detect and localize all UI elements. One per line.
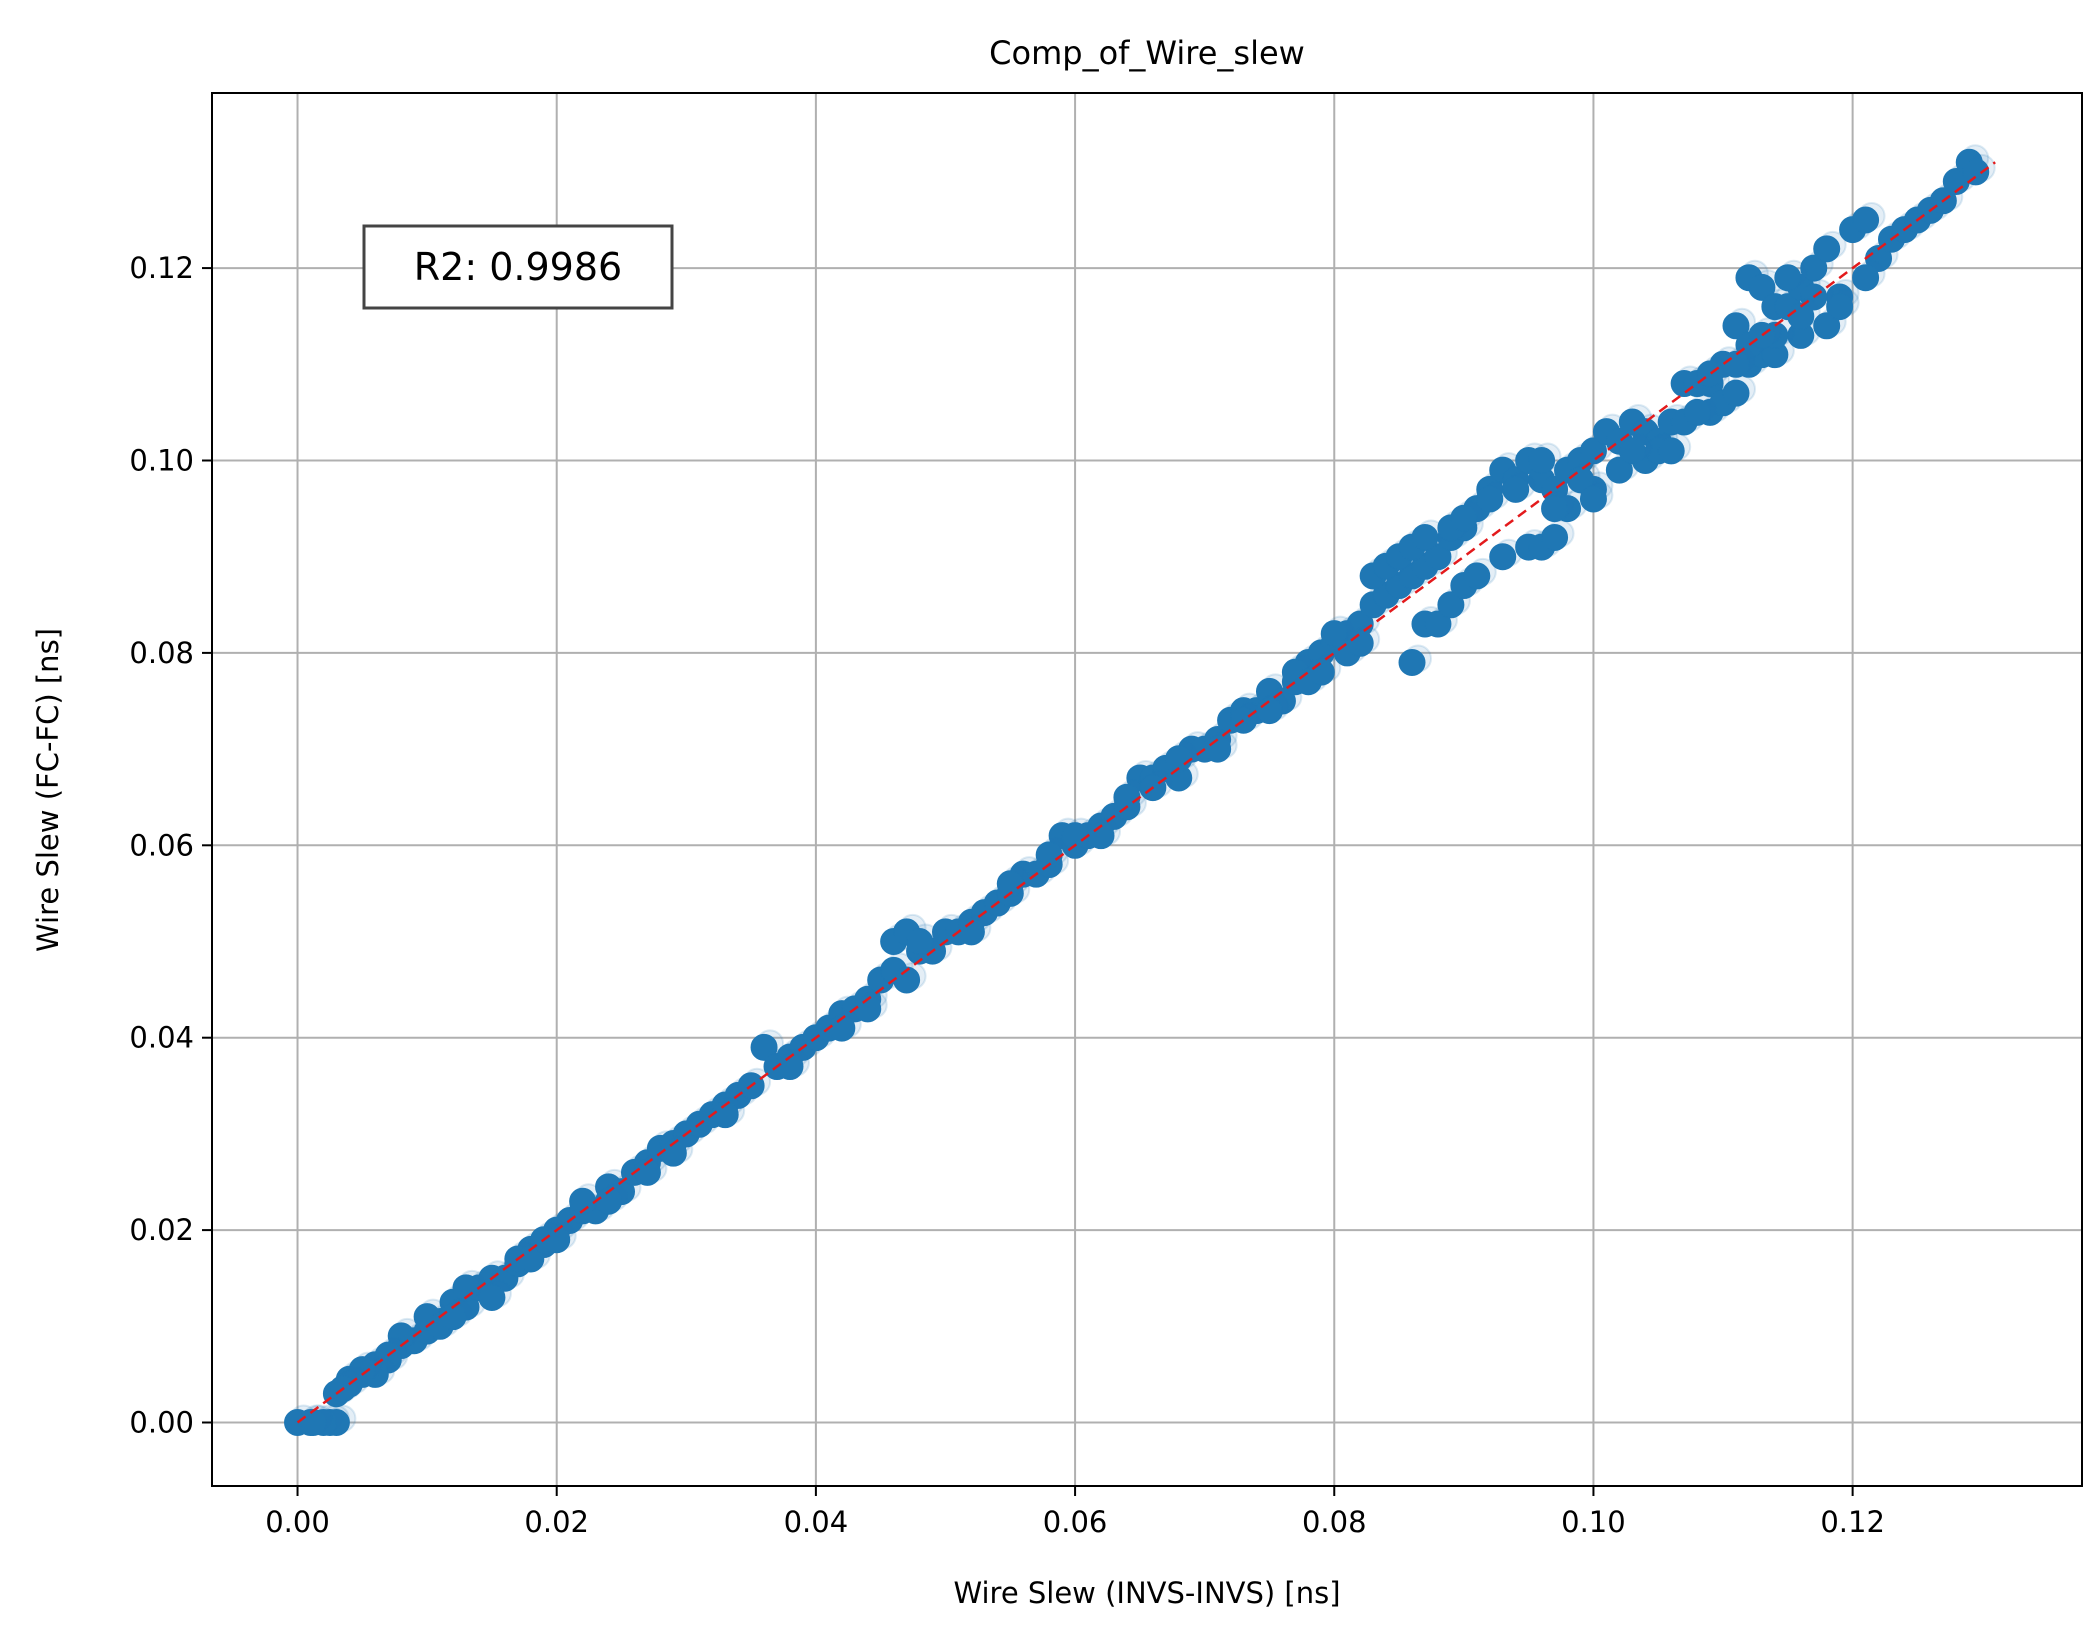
data-point: [1722, 312, 1750, 340]
data-point: [1826, 293, 1854, 321]
y-tick-label: 0.08: [129, 636, 194, 670]
data-point: [1722, 350, 1750, 378]
data-point: [1320, 620, 1348, 648]
data-point: [299, 1409, 327, 1437]
plot-frame: [211, 92, 2083, 1487]
data-point: [1696, 360, 1724, 388]
x-tick-label: 0.04: [784, 1505, 849, 1539]
y-tick-label: 0.00: [129, 1406, 194, 1440]
r2-annotation-text: R2: 0.9986: [414, 245, 622, 289]
y-tick-label: 0.10: [129, 443, 194, 477]
data-point: [906, 927, 934, 955]
data-point: [1605, 456, 1633, 484]
data-point: [1579, 485, 1607, 513]
data-point: [1579, 437, 1607, 465]
y-axis-ticks: 0.00 0.02 0.04 0.06 0.08 0.10 0.12: [129, 251, 212, 1440]
data-point: [1463, 562, 1491, 590]
data-point: [750, 1033, 778, 1061]
r2-annotation-frame: [362, 224, 674, 310]
x-tick-label: 0.02: [524, 1505, 589, 1539]
data-point: [1541, 495, 1569, 523]
x-tick-label: 0.06: [1043, 1505, 1108, 1539]
data-point: [1437, 591, 1465, 619]
data-point: [1722, 379, 1750, 407]
x-axis-label: Wire Slew (INVS-INVS) [ns]: [953, 1576, 1340, 1610]
data-point: [1398, 649, 1426, 677]
data-point: [1813, 235, 1841, 263]
y-tick-label: 0.06: [129, 828, 194, 862]
grid-lines: [212, 93, 2082, 1486]
data-point: [1541, 523, 1569, 551]
r2-annotation-box: R2: 0.9986: [362, 224, 674, 310]
data-point: [1502, 475, 1530, 503]
x-tick-label: 0.10: [1561, 1505, 1626, 1539]
data-point: [1852, 264, 1880, 292]
y-tick-label: 0.04: [129, 1021, 194, 1055]
y-tick-label: 0.02: [129, 1213, 194, 1247]
data-point: [1566, 466, 1594, 494]
data-point: [1618, 437, 1646, 465]
data-point: [1346, 629, 1374, 657]
reference-line-layer: [296, 161, 1996, 1424]
data-point: [478, 1283, 506, 1311]
x-axis-ticks: 0.00 0.02 0.04 0.06 0.08 0.10 0.12: [265, 1486, 1885, 1539]
reference-line: [296, 161, 1996, 1424]
data-point: [1852, 206, 1880, 234]
data-point: [1787, 302, 1815, 330]
data-point: [1748, 273, 1776, 301]
y-axis-label: Wire Slew (FC-FC) [ns]: [31, 628, 65, 952]
data-point: [1813, 312, 1841, 340]
chart-title: Comp_of_Wire_slew: [989, 34, 1305, 72]
data-point: [1424, 543, 1452, 571]
data-point: [1774, 264, 1802, 292]
data-point: [1528, 446, 1556, 474]
data-point: [1307, 658, 1335, 686]
data-point: [1657, 437, 1685, 465]
data-point: [1450, 504, 1478, 532]
data-point: [1683, 398, 1711, 426]
data-point: [1748, 321, 1776, 349]
data-point: [1424, 610, 1452, 638]
x-tick-label: 0.00: [265, 1505, 330, 1539]
data-point: [1476, 485, 1504, 513]
data-point: [1230, 706, 1258, 734]
data-point: [1489, 543, 1517, 571]
x-tick-label: 0.12: [1820, 1505, 1885, 1539]
data-point: [1255, 697, 1283, 725]
data-point: [1800, 254, 1828, 282]
x-tick-label: 0.08: [1302, 1505, 1367, 1539]
data-point: [1411, 523, 1439, 551]
data-point: [1962, 158, 1990, 186]
y-tick-label: 0.12: [129, 251, 194, 285]
